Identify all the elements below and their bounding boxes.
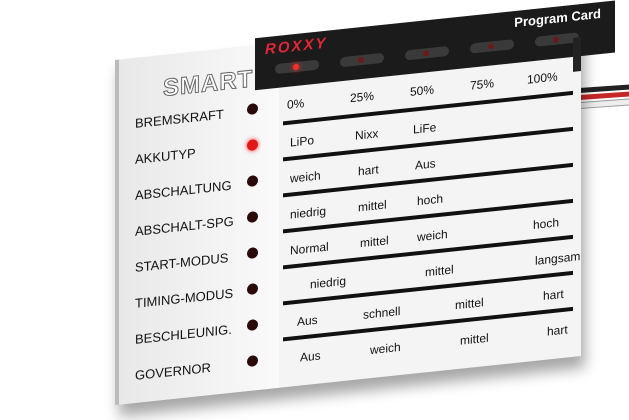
- option-value: Normal: [290, 239, 329, 258]
- status-led-0: [275, 59, 319, 75]
- row-label: BESCHLEUNIG.: [135, 321, 232, 347]
- option-value: weich: [417, 227, 448, 245]
- option-value: Aus: [415, 156, 436, 173]
- option-value: mittel: [425, 262, 454, 280]
- option-value: hart: [358, 162, 379, 179]
- option-value: schnell: [363, 304, 401, 322]
- option-value: Aus: [297, 312, 318, 329]
- option-value: niedrig: [290, 203, 327, 222]
- brand-logo: ROXXY: [265, 34, 328, 59]
- option-value: weich: [370, 339, 401, 358]
- option-value: mittel: [455, 295, 484, 313]
- row-label: AKKUTYP: [135, 145, 196, 167]
- status-led-50: [405, 45, 449, 61]
- option-value: mittel: [358, 197, 387, 215]
- led-indicator: [247, 318, 258, 332]
- row-label: ABSCHALTUNG: [135, 177, 232, 203]
- led-indicator: [247, 174, 258, 188]
- option-value: hart: [543, 286, 564, 304]
- row-label: ABSCHALT-SPG: [135, 213, 234, 239]
- option-value: langsam: [535, 249, 581, 268]
- row-label: BREMSKRAFT: [135, 106, 224, 131]
- led-indicator: [247, 282, 258, 296]
- led-indicator: [247, 354, 258, 368]
- status-led-25: [340, 52, 384, 68]
- option-value: Nixx: [355, 126, 379, 143]
- led-indicator: [247, 210, 258, 224]
- option-value: mittel: [360, 233, 389, 251]
- status-led-75: [470, 39, 514, 54]
- led-indicator: [247, 246, 258, 260]
- program-card: ROXXY Program Card SMART 0% 25% 50% 75% …: [115, 0, 615, 420]
- card-title: Program Card: [514, 5, 601, 31]
- option-value: niedrig: [310, 273, 347, 292]
- option-value: Aus: [300, 348, 321, 365]
- option-value: weich: [290, 168, 321, 186]
- led-indicator: [247, 102, 258, 116]
- row-label: START-MODUS: [135, 250, 229, 275]
- option-value: hoch: [533, 215, 560, 233]
- option-value: hart: [547, 322, 568, 339]
- option-value: LiPo: [290, 133, 315, 150]
- option-value: mittel: [460, 330, 489, 348]
- option-value: hoch: [417, 191, 444, 209]
- option-value: LiFe: [413, 120, 437, 137]
- row-label: GOVERNOR: [135, 359, 211, 383]
- row-label: TIMING-MODUS: [135, 285, 234, 311]
- led-indicator: [247, 138, 258, 152]
